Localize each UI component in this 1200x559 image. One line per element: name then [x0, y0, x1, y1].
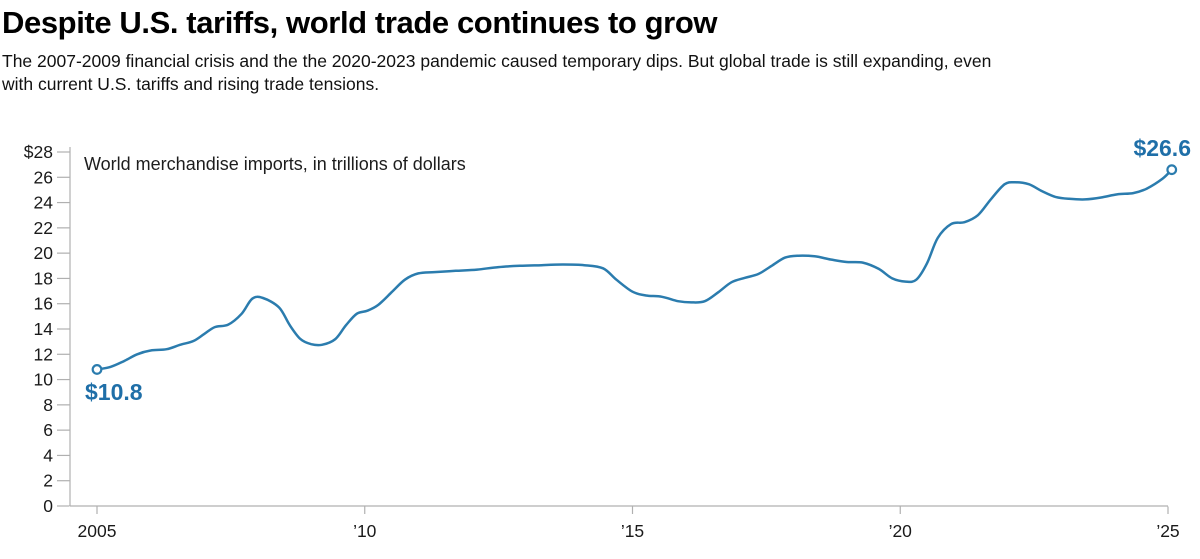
- x-tick-label: 2005: [78, 521, 117, 541]
- y-tick-label: 4: [43, 445, 53, 465]
- y-tick-label: 26: [34, 167, 53, 187]
- y-tick-label: 8: [43, 395, 53, 415]
- y-tick-label: 2: [43, 471, 53, 491]
- start-point-marker: [91, 364, 103, 375]
- subtitle-line-2: with current U.S. tariffs and rising tra…: [2, 73, 380, 94]
- y-tick-label: 0: [43, 496, 53, 516]
- y-tick-label: 6: [43, 420, 53, 440]
- y-tick-label: 16: [34, 294, 53, 314]
- line-chart: $28262422201816141210864202005’10’15’20’…: [24, 135, 1191, 541]
- x-tick-label: ’20: [889, 521, 913, 541]
- subtitle-line-1: The 2007-2009 financial crisis and the t…: [2, 50, 992, 71]
- header: Despite U.S. tariffs, world trade contin…: [2, 5, 1192, 96]
- x-tick-label: ’15: [621, 521, 644, 541]
- x-tick-label: ’25: [1156, 521, 1179, 541]
- y-tick-label: $28: [24, 142, 53, 162]
- x-tick-label: ’10: [353, 521, 377, 541]
- y-tick-label: 24: [34, 193, 54, 213]
- trade-line: [95, 168, 1173, 371]
- y-tick-label: 10: [34, 370, 54, 390]
- y-tick-label: 12: [34, 344, 53, 364]
- start-value-label: $10.8: [85, 379, 143, 405]
- chart-unit-label: World merchandise imports, in trillions …: [84, 154, 466, 174]
- end-point-marker: [1166, 164, 1178, 176]
- y-tick-label: 14: [34, 319, 54, 339]
- chart-area: $28 26 24 22 20 18 16 14 12 10 8 6 4 2 0 2005’10’15’20’…: [0, 129, 1200, 559]
- page-subtitle: The 2007-2009 financial crisis and the t…: [2, 50, 1192, 96]
- y-tick-label: 18: [34, 268, 53, 288]
- page-title: Despite U.S. tariffs, world trade contin…: [2, 5, 718, 40]
- end-value-label: $26.6: [1133, 135, 1191, 161]
- y-tick-label: 20: [34, 243, 54, 263]
- y-tick-label: 22: [34, 218, 53, 238]
